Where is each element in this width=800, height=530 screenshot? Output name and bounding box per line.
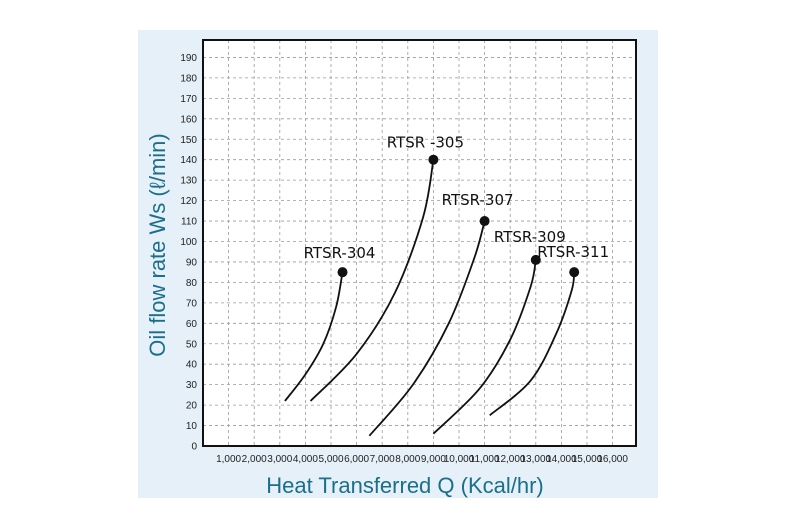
y-tick-label: 170 xyxy=(180,94,197,105)
series-curve xyxy=(309,159,435,402)
series-endpoint-dot xyxy=(428,154,439,165)
series-endpoints xyxy=(337,154,580,278)
y-tick-label: 40 xyxy=(186,360,198,371)
series-curve xyxy=(432,259,537,435)
y-tick-label: 80 xyxy=(186,278,198,289)
series-curves xyxy=(284,159,576,437)
y-tick-label: 90 xyxy=(186,257,198,268)
x-tick-label: 2,000 xyxy=(242,454,267,465)
x-tick-labels: 1,000 2,000 3,000 4,000 5,000 6,000 7,000 8,000… xyxy=(216,454,628,465)
y-tick-label: 180 xyxy=(180,73,197,84)
y-tick-label: 50 xyxy=(186,339,198,350)
y-axis-title: Oil flow rate Ws (ℓ/min) xyxy=(145,133,170,356)
x-tick-label: 10,000 xyxy=(444,454,475,465)
y-tick-label: 0 xyxy=(191,442,197,453)
series-curve xyxy=(368,220,486,437)
y-tick-label: 160 xyxy=(180,114,197,125)
x-tick-label: 1,000 xyxy=(216,454,241,465)
x-tick-label: 13,000 xyxy=(521,454,552,465)
x-tick-label: 15,000 xyxy=(572,454,603,465)
x-tick-label: 7,000 xyxy=(370,454,395,465)
y-tick-label: 70 xyxy=(186,298,198,309)
y-tick-label: 60 xyxy=(186,319,198,330)
y-tick-label: 140 xyxy=(180,155,197,166)
series-endpoint-dot xyxy=(530,254,541,265)
series-label: RTSR-307 xyxy=(442,191,514,209)
y-tick-label: 20 xyxy=(186,401,198,412)
y-tick-label: 190 xyxy=(180,53,197,64)
gridlines xyxy=(203,40,636,446)
x-tick-label: 8,000 xyxy=(395,454,420,465)
series-label: RTSR -305 xyxy=(387,134,464,152)
series-curve xyxy=(489,272,576,417)
series-label: RTSR-309 xyxy=(494,228,566,246)
series-labels: RTSR-304 RTSR -305 RTSR-307 RTSR-309RTSR-31… xyxy=(304,134,610,262)
series-endpoint-dot xyxy=(479,216,490,227)
x-axis-title: Heat Transferred Q (Kcal/hr) xyxy=(266,473,544,498)
x-tick-label: 16,000 xyxy=(597,454,628,465)
series-label: RTSR-311 xyxy=(537,243,609,261)
y-tick-label: 150 xyxy=(180,135,197,146)
x-tick-label: 6,000 xyxy=(344,454,369,465)
y-tick-label: 110 xyxy=(181,217,197,228)
x-tick-label: 11,000 xyxy=(470,454,500,465)
series-endpoint-dot xyxy=(569,267,580,278)
x-tick-label: 12,000 xyxy=(495,454,526,465)
y-tick-label: 100 xyxy=(180,237,197,248)
x-tick-label: 3,000 xyxy=(267,454,292,465)
x-tick-label: 5,000 xyxy=(318,454,343,465)
x-tick-label: 4,000 xyxy=(293,454,318,465)
plot-area xyxy=(203,40,636,446)
series-label: RTSR-304 xyxy=(304,244,376,262)
y-tick-labels: 0 10 20 30 40 50 60 70 80 90 100 110 120 130 140 150 160… xyxy=(180,53,197,453)
y-tick-label: 10 xyxy=(186,421,198,432)
plot-frame xyxy=(202,39,637,447)
x-tick-label: 9,000 xyxy=(421,454,446,465)
y-tick-label: 30 xyxy=(186,380,198,391)
y-tick-label: 120 xyxy=(180,196,197,207)
x-tick-label: 14,000 xyxy=(546,454,577,465)
series-endpoint-dot xyxy=(337,267,348,278)
y-tick-label: 130 xyxy=(180,176,197,187)
series-curve xyxy=(284,272,344,402)
